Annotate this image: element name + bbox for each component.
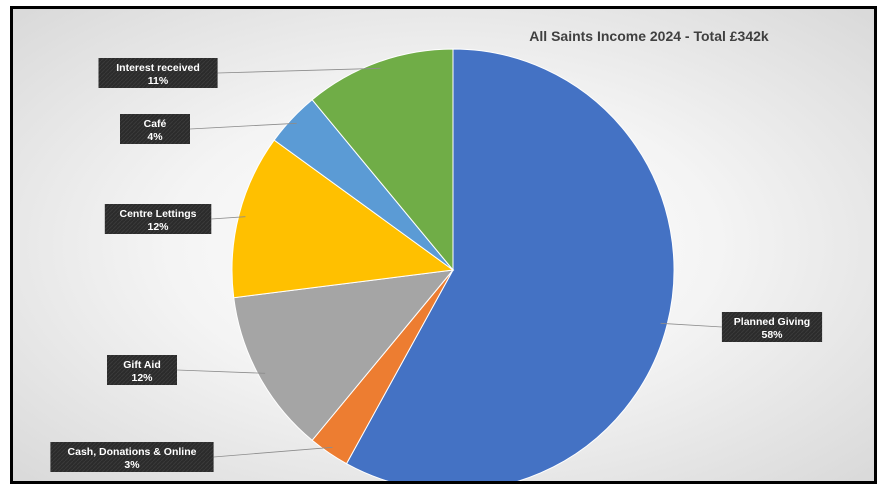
data-label-category: Interest received xyxy=(116,62,199,74)
data-label-percent: 4% xyxy=(147,131,163,143)
chart-title: All Saints Income 2024 - Total £342k xyxy=(529,28,769,44)
data-label-category: Centre Lettings xyxy=(119,208,196,220)
data-label-box xyxy=(721,312,823,342)
data-label-box xyxy=(120,114,190,144)
data-label-category: Café xyxy=(144,118,167,130)
leader-line-caf xyxy=(189,122,297,130)
pie-slice-interest-received xyxy=(311,48,454,272)
data-label-percent: 3% xyxy=(124,459,140,471)
pie-slice-planned-giving xyxy=(345,48,675,481)
pie-chart: All Saints Income 2024 - Total £342k Pla… xyxy=(10,6,877,484)
data-label-category: Cash, Donations & Online xyxy=(68,446,197,458)
data-label-category: Gift Aid xyxy=(123,359,161,371)
data-label-percent: 11% xyxy=(148,75,169,87)
data-label-percent: 12% xyxy=(131,372,153,384)
leader-line-cash-donations-online xyxy=(213,446,333,458)
pie-slices xyxy=(231,48,675,481)
data-label-category: Planned Giving xyxy=(734,316,810,328)
data-label-percent: 58% xyxy=(761,329,783,341)
data-label-box xyxy=(50,442,214,472)
pie-slice-gift-aid xyxy=(233,269,455,441)
data-label-box xyxy=(107,355,177,385)
leader-line-centre-lettings xyxy=(211,216,246,220)
data-label-percent: 12% xyxy=(147,221,169,233)
pie-slice-centre-lettings xyxy=(231,139,455,299)
leader-line-gift-aid xyxy=(176,369,266,374)
data-label-box xyxy=(98,58,218,88)
leader-line-planned-giving xyxy=(660,322,722,328)
data-label-box xyxy=(104,204,212,234)
pie-chart-canvas: All Saints Income 2024 - Total £342k Pla… xyxy=(50,28,823,481)
leader-lines xyxy=(176,67,722,458)
leader-line-interest-received xyxy=(217,67,381,74)
